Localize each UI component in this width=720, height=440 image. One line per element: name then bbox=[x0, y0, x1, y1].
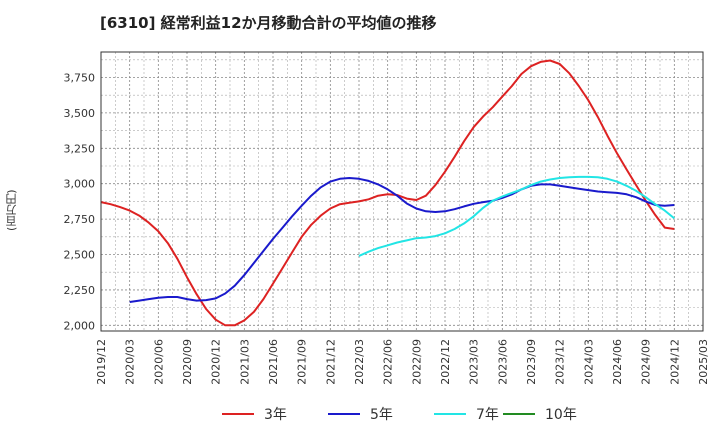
x-tick-label: 2022/03 bbox=[353, 339, 366, 385]
y-tick-label: 3,250 bbox=[64, 142, 96, 155]
series-line bbox=[358, 175, 675, 257]
y-tick-label: 2,000 bbox=[64, 319, 96, 332]
x-tick-label: 2022/06 bbox=[382, 339, 395, 385]
x-tick-label: 2024/09 bbox=[640, 339, 653, 385]
x-tick-label: 2023/09 bbox=[525, 339, 538, 385]
x-tick-label: 2022/12 bbox=[439, 339, 452, 385]
x-tick-label: 2020/06 bbox=[152, 339, 165, 385]
x-tick-label: 2024/12 bbox=[668, 339, 681, 385]
x-tick-label: 2021/06 bbox=[267, 339, 280, 385]
chart-title: [6310] 経常利益12か月移動合計の平均値の推移 bbox=[100, 14, 437, 32]
legend-label: 3年 bbox=[264, 407, 287, 423]
series-lines bbox=[100, 59, 675, 327]
y-tick-label: 3,500 bbox=[64, 107, 96, 120]
grid bbox=[101, 52, 703, 331]
y-tick-label: 2,750 bbox=[64, 213, 96, 226]
x-tick-label: 2020/09 bbox=[181, 339, 194, 385]
legend-label: 5年 bbox=[370, 407, 393, 423]
y-tick-label: 2,500 bbox=[64, 249, 96, 262]
x-tick-label: 2020/03 bbox=[124, 339, 137, 385]
x-tick-label: 2020/12 bbox=[210, 339, 223, 385]
x-tick-label: 2024/03 bbox=[582, 339, 595, 385]
y-tick-label: 3,750 bbox=[64, 71, 96, 84]
x-tick-label: 2021/03 bbox=[238, 339, 251, 385]
x-tick-label: 2023/03 bbox=[468, 339, 481, 385]
legend-label: 7年 bbox=[476, 407, 499, 423]
x-tick-label: 2023/06 bbox=[496, 339, 509, 385]
x-tick-labels: 2019/12 2020/03 2020/06 2020/09 2020/12 2021/… bbox=[95, 339, 710, 385]
x-tick-label: 2024/06 bbox=[611, 339, 624, 385]
legend-label: 10年 bbox=[545, 407, 577, 423]
series-line bbox=[100, 59, 675, 327]
y-tick-label: 3,000 bbox=[64, 178, 96, 191]
y-tick-label: 2,250 bbox=[64, 284, 96, 297]
x-tick-label: 2022/09 bbox=[410, 339, 423, 385]
x-tick-label: 2021/12 bbox=[324, 339, 337, 385]
y-tick-labels: 2,000 2,250 2,500 2,750 3,000 3,250 3,500 3,750 bbox=[64, 71, 96, 332]
series-line bbox=[129, 177, 675, 303]
x-tick-label: 2023/12 bbox=[554, 339, 567, 385]
x-tick-label: 2019/12 bbox=[95, 339, 108, 385]
x-tick-label: 2021/09 bbox=[296, 339, 309, 385]
x-tick-label: 2025/03 bbox=[697, 339, 710, 385]
legend: 3年 5年 7年 10年 bbox=[222, 407, 577, 423]
plot-frame bbox=[100, 51, 704, 332]
